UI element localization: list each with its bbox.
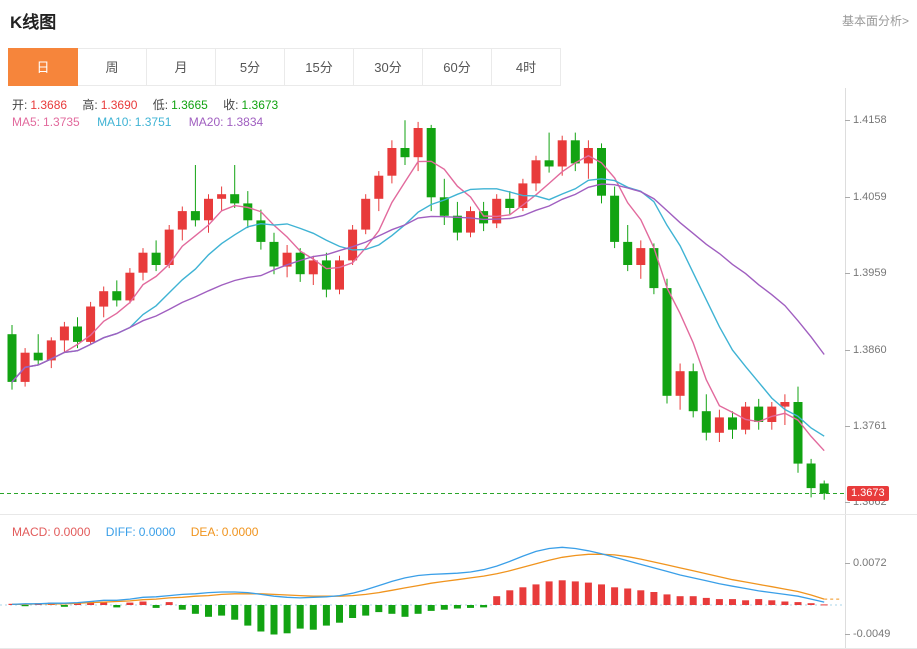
dea-value: 0.0000	[221, 525, 259, 539]
macd-legend: MACD: 0.0000 DIFF: 0.0000 DEA: 0.0000	[12, 525, 258, 539]
macd-plot[interactable]	[0, 519, 845, 648]
tick-mark	[845, 426, 850, 427]
tick-mark	[845, 502, 850, 503]
tick-mark	[845, 120, 850, 121]
macd-value: 0.0000	[53, 525, 91, 539]
tab-5min[interactable]: 5分	[215, 48, 285, 86]
diff-value: 0.0000	[138, 525, 176, 539]
axis-separator-line	[845, 88, 846, 648]
tab-month[interactable]: 月	[146, 48, 216, 86]
tab-day[interactable]: 日	[8, 48, 78, 86]
open-label: 开:	[12, 98, 28, 112]
diff-label: DIFF:	[105, 525, 136, 539]
ma10-value: 1.3751	[134, 115, 172, 129]
high-value: 1.3690	[100, 98, 138, 112]
macd-tick-label: -0.0049	[853, 628, 891, 640]
ohlc-legend: 开: 1.3686 高: 1.3690 低: 1.3665 收: 1.3673	[12, 96, 278, 113]
ma20-label: MA20:	[188, 115, 224, 129]
dea-label: DEA:	[190, 525, 219, 539]
tab-15min[interactable]: 15分	[284, 48, 354, 86]
price-tick-label: 1.4059	[853, 191, 887, 203]
open-value: 1.3686	[30, 98, 68, 112]
ma5-label: MA5:	[12, 115, 41, 129]
tab-60min[interactable]: 60分	[422, 48, 492, 86]
last-price-tag: 1.3673	[847, 486, 889, 501]
tick-mark	[845, 563, 850, 564]
close-label: 收:	[223, 98, 239, 112]
tick-mark	[845, 197, 850, 198]
tab-30min[interactable]: 30分	[353, 48, 423, 86]
close-value: 1.3673	[241, 98, 279, 112]
ma20-value: 1.3834	[226, 115, 264, 129]
ma10-label: MA10:	[97, 115, 132, 129]
candlestick-plot[interactable]	[0, 88, 845, 512]
page-title: K线图	[10, 13, 57, 32]
tick-mark	[845, 350, 850, 351]
high-label: 高:	[82, 98, 98, 112]
period-tabs: 日周月 5分 15分 30分 60分 4时	[8, 48, 561, 86]
low-label: 低:	[152, 98, 169, 112]
ma5-value: 1.3735	[43, 115, 80, 129]
price-tick-label: 1.3860	[853, 344, 887, 356]
tab-week[interactable]: 周	[77, 48, 147, 86]
price-tick-label: 1.3959	[853, 267, 887, 279]
macd-label: MACD:	[12, 525, 51, 539]
macd-tick-label: 0.0072	[853, 557, 887, 569]
ma-legend: MA5: 1.3735 MA10: 1.3751 MA20: 1.3834	[12, 115, 263, 129]
fundamental-analysis-link[interactable]: 基本面分析>	[841, 14, 909, 28]
low-value: 1.3665	[171, 98, 208, 112]
tick-mark	[845, 634, 850, 635]
panel-separator-line	[0, 514, 917, 515]
price-tick-label: 1.3761	[853, 420, 887, 432]
tab-4hour[interactable]: 4时	[491, 48, 561, 86]
price-tick-label: 1.4158	[853, 114, 887, 126]
tick-mark	[845, 273, 850, 274]
